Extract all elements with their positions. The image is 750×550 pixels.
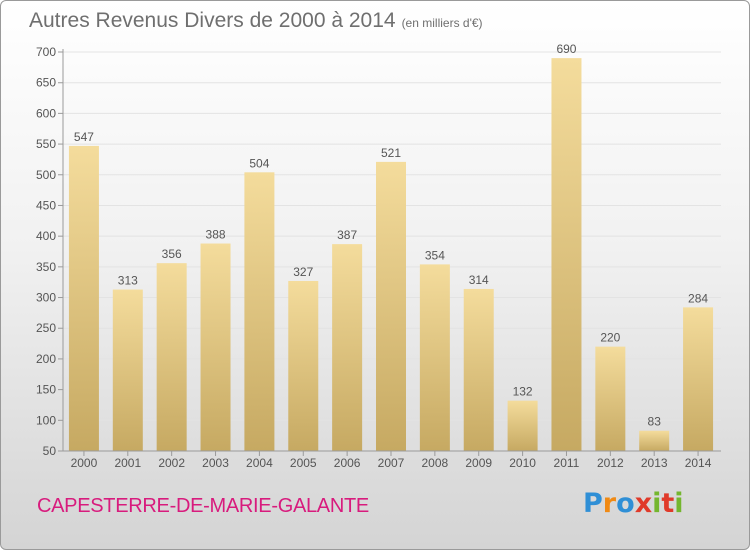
bar-2009: [463, 288, 494, 451]
y-tick-label: 300: [36, 291, 56, 305]
bar-2005: [288, 280, 319, 451]
data-label: 314: [469, 273, 489, 287]
y-tick-label: 350: [36, 260, 56, 274]
x-tick-label: 2004: [246, 456, 273, 470]
x-axis: 2000 2001 2002 2003 2004 2005 2006 2007 2008 2009…: [63, 450, 721, 470]
location-label: CAPESTERRE-DE-MARIE-GALANTE: [37, 495, 369, 517]
y-tick-label: 150: [36, 383, 56, 397]
x-tick-label: 2009: [465, 456, 492, 470]
data-label: 313: [118, 274, 138, 288]
logo-letter: i: [652, 488, 662, 519]
chart-title: Autres Revenus Divers de 2000 à 2014 (en …: [29, 9, 483, 33]
bar-2013: [639, 430, 670, 451]
y-tick-label: 100: [36, 413, 56, 427]
logo-letter: r: [602, 488, 617, 519]
data-label: 327: [293, 265, 313, 279]
y-tick-label: 700: [36, 45, 56, 59]
proxiti-logo[interactable]: Proxiti: [583, 488, 684, 519]
x-tick-label: 2014: [685, 456, 712, 470]
bar-2001: [112, 289, 143, 451]
x-tick-label: 2007: [378, 456, 405, 470]
bar-2011: [551, 58, 582, 452]
y-tick-label: 250: [36, 321, 56, 335]
bar-2010: [507, 400, 538, 451]
x-tick-label: 2001: [114, 456, 141, 470]
bar-2004: [244, 172, 275, 451]
x-tick-label: 2012: [597, 456, 624, 470]
data-label: 388: [206, 228, 226, 242]
data-label: 354: [425, 248, 445, 262]
data-label: 356: [162, 247, 182, 261]
chart-title-text: Autres Revenus Divers de 2000 à 2014: [29, 9, 396, 32]
y-tick-label: 400: [36, 229, 56, 243]
bar-2008: [419, 264, 450, 451]
bar-2007: [376, 161, 406, 451]
bars: [68, 58, 714, 452]
data-label: 387: [337, 228, 357, 242]
bar-2006: [332, 244, 363, 451]
x-tick-label: 2010: [509, 456, 536, 470]
y-tick-label: 50: [43, 444, 57, 458]
data-label: 690: [556, 42, 576, 56]
data-label: 521: [381, 146, 401, 160]
y-tick-label: 450: [36, 198, 56, 212]
x-tick-label: 2000: [71, 456, 98, 470]
bar-2002: [156, 263, 187, 451]
x-tick-label: 2006: [334, 456, 361, 470]
logo-letter: o: [616, 488, 635, 519]
logo-letter: i: [674, 488, 684, 519]
y-tick-label: 650: [36, 76, 56, 90]
logo-letter: t: [661, 488, 675, 519]
data-labels: 547 313 356 388 504 327 387 521 354 314 132 690 220 8…: [74, 42, 708, 429]
x-tick-label: 2005: [290, 456, 317, 470]
x-tick-label: 2003: [202, 456, 229, 470]
data-label: 132: [513, 385, 533, 399]
x-tick-label: 2013: [641, 456, 668, 470]
x-tick-label: 2002: [158, 456, 185, 470]
y-tick-label: 200: [36, 352, 56, 366]
data-label: 547: [74, 130, 94, 144]
logo-letter: x: [634, 488, 653, 519]
y-tick-label: 600: [36, 106, 56, 120]
bar-2012: [595, 346, 626, 451]
data-label: 504: [249, 156, 269, 170]
unit-note: (en milliers d'€): [401, 16, 483, 30]
y-axis: 50 100 150 200 250 300 350 400 450 500 550 600 650 70…: [36, 45, 64, 458]
logo-letter: P: [583, 488, 603, 519]
x-tick-label: 2008: [422, 456, 449, 470]
bar-2014: [683, 307, 714, 451]
y-tick-label: 550: [36, 137, 56, 151]
y-tick-label: 500: [36, 168, 56, 182]
bar-2000: [68, 145, 99, 451]
data-label: 83: [648, 415, 662, 429]
x-tick-label: 2011: [554, 456, 580, 470]
bar-2003: [200, 243, 231, 451]
data-label: 220: [600, 331, 620, 345]
data-label: 284: [688, 291, 708, 305]
